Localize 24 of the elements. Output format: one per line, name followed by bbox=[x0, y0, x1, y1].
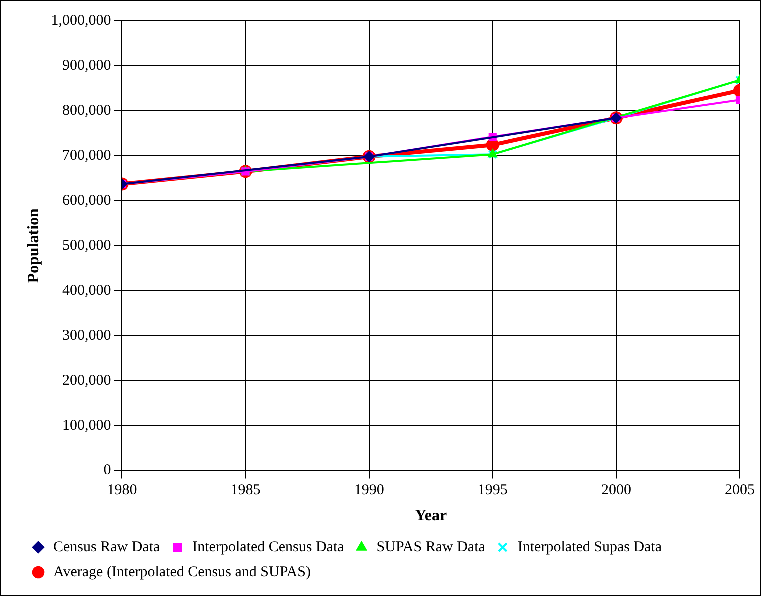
y-tick-label: 100,000 bbox=[62, 418, 112, 434]
x-tick-label: 1995 bbox=[478, 482, 508, 499]
y-tick-label: 0 bbox=[104, 462, 112, 479]
y-axis-title: Population bbox=[26, 208, 43, 284]
y-tick-label: 500,000 bbox=[62, 238, 112, 254]
x-tick-label: 1980 bbox=[107, 482, 138, 499]
y-tick-label: 400,000 bbox=[62, 282, 112, 299]
x-tick-label: 2000 bbox=[601, 482, 632, 499]
y-tick-label: 1,000,000 bbox=[51, 12, 112, 29]
y-tick-label: 700,000 bbox=[62, 148, 112, 164]
x-tick-label: 2005 bbox=[725, 482, 755, 499]
y-tick-label: 900,000 bbox=[62, 58, 112, 74]
y-tick-label: 600,000 bbox=[62, 192, 112, 209]
x-tick-label: 1985 bbox=[230, 482, 261, 499]
y-tick-label: 800,000 bbox=[62, 102, 112, 119]
y-tick-label: 300,000 bbox=[62, 328, 112, 344]
y-tick-label: 200,000 bbox=[62, 372, 112, 389]
legend-label: Interpolated Census Data bbox=[192, 539, 345, 556]
legend-label: Average (Interpolated Census and SUPAS) bbox=[54, 564, 311, 580]
x-tick-label: 1990 bbox=[354, 482, 384, 499]
x-axis-title: Year bbox=[415, 508, 448, 525]
legend-label: Interpolated Supas Data bbox=[518, 539, 662, 556]
legend-label: SUPAS Raw Data bbox=[376, 539, 486, 556]
legend-label: Census Raw Data bbox=[54, 539, 160, 556]
